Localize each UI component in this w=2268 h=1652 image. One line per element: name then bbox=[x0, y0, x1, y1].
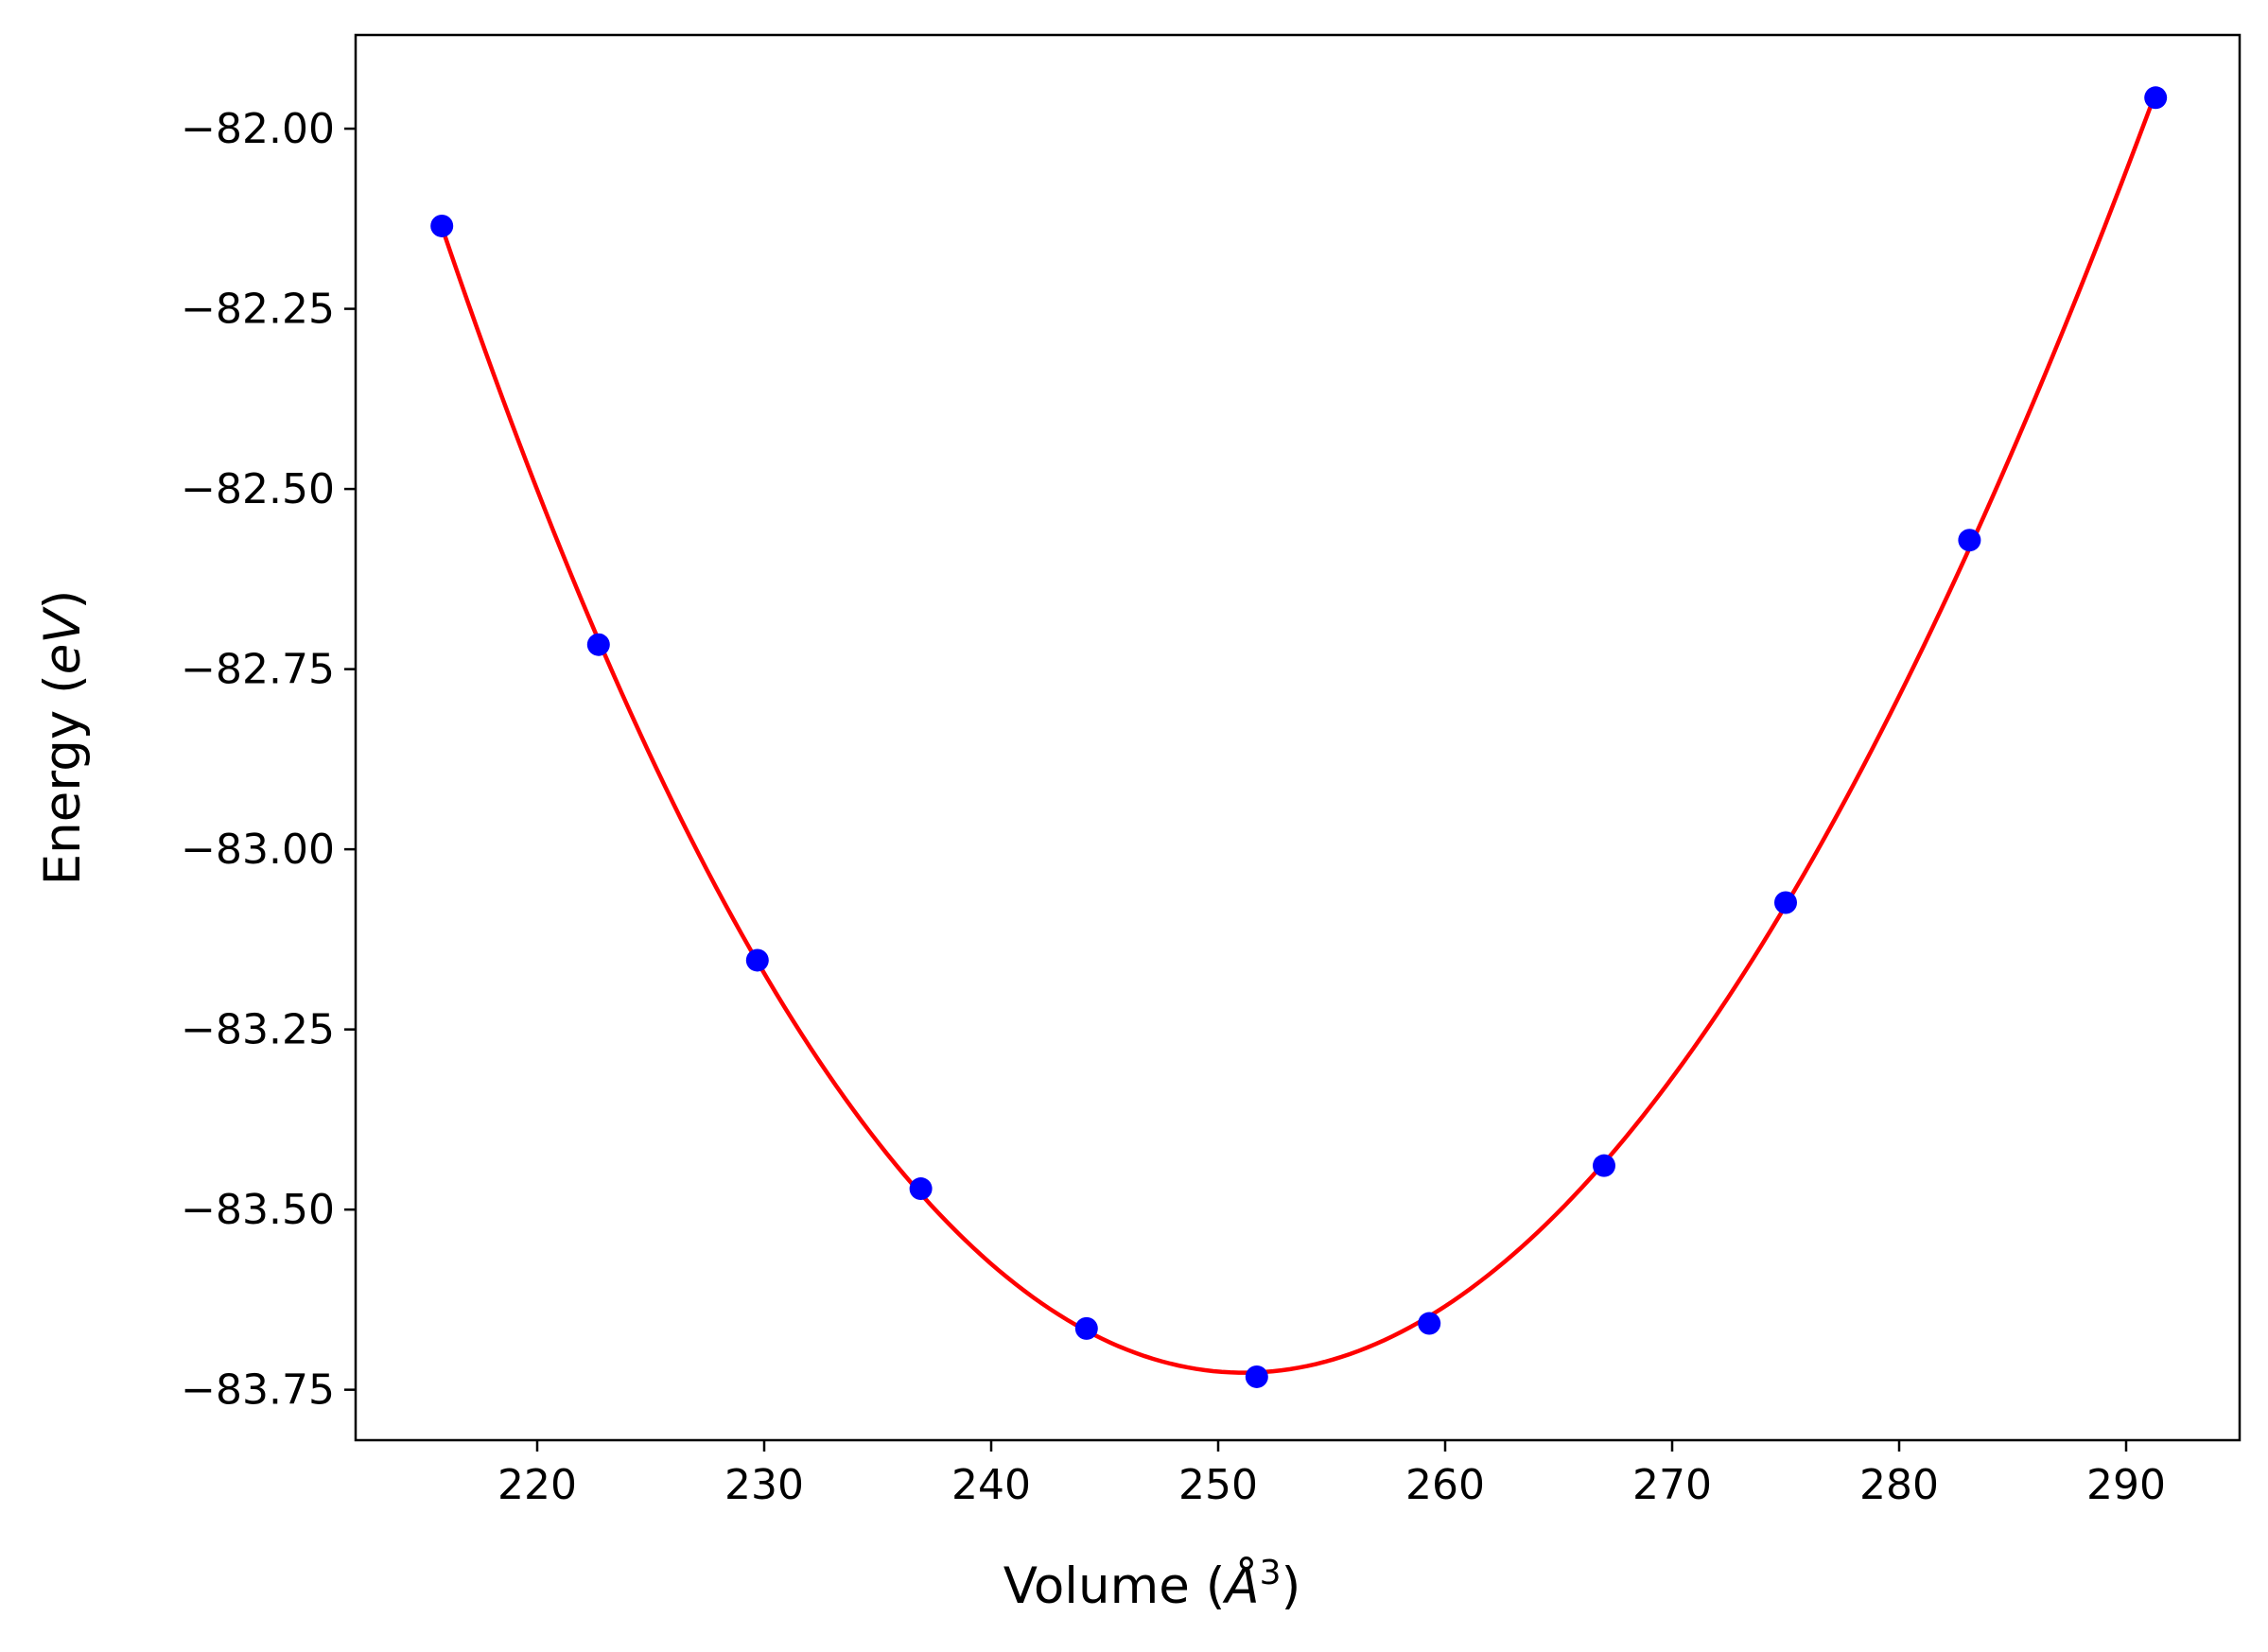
data-point bbox=[430, 214, 454, 237]
x-axis-label: Volume (Å3) bbox=[1003, 1554, 1301, 1615]
data-points-layer bbox=[430, 86, 2168, 1388]
x-axis: 220 230 240 250 260 270 280 290 bbox=[497, 1440, 2166, 1509]
plot-frame bbox=[354, 33, 2242, 1442]
data-point bbox=[745, 948, 769, 972]
data-point bbox=[1593, 1154, 1615, 1177]
fit-curve bbox=[440, 92, 2158, 1375]
y-axis-label: Energy (eV) bbox=[34, 590, 92, 886]
y-tick-label: −82.50 bbox=[181, 465, 335, 513]
data-point bbox=[1958, 529, 1981, 552]
data-point bbox=[1774, 891, 1797, 914]
x-tick-label: 260 bbox=[1405, 1461, 1485, 1509]
x-tick-label: 230 bbox=[724, 1461, 804, 1509]
data-point bbox=[1418, 1312, 1441, 1335]
y-tick-label: −83.75 bbox=[181, 1366, 335, 1415]
data-point bbox=[1074, 1316, 1098, 1340]
y-tick-label: −83.00 bbox=[181, 826, 335, 874]
fit-curve-layer bbox=[440, 92, 2158, 1375]
x-tick-label: 280 bbox=[1859, 1461, 1939, 1509]
data-point bbox=[2144, 86, 2168, 110]
x-axis-label-close: ) bbox=[1282, 1557, 1301, 1615]
x-tick-label: 290 bbox=[2086, 1461, 2166, 1509]
data-point bbox=[1245, 1365, 1268, 1388]
x-tick-label: 220 bbox=[497, 1461, 577, 1509]
y-tick-label: −82.00 bbox=[181, 105, 335, 153]
y-tick-label: −82.25 bbox=[181, 286, 335, 334]
y-axis: −82.00 −82.25 −82.50 −82.75 −83.00 −83.25 −83.… bbox=[181, 105, 356, 1415]
y-axis-label-text: Energy ( bbox=[34, 674, 92, 885]
y-tick-label: −83.25 bbox=[181, 1006, 335, 1054]
x-axis-label-unit: Å bbox=[1222, 1555, 1259, 1615]
y-axis-label-close: ) bbox=[34, 590, 92, 610]
y-tick-label: −83.50 bbox=[181, 1186, 335, 1234]
x-axis-label-text: Volume ( bbox=[1003, 1557, 1226, 1615]
data-point bbox=[909, 1177, 933, 1201]
data-point bbox=[586, 633, 610, 656]
x-tick-label: 240 bbox=[951, 1461, 1031, 1509]
x-tick-label: 270 bbox=[1632, 1461, 1712, 1509]
x-axis-label-exponent: 3 bbox=[1260, 1554, 1282, 1592]
x-tick-label: 250 bbox=[1178, 1461, 1258, 1509]
y-axis-label-unit: eV bbox=[34, 606, 92, 675]
y-tick-label: −82.75 bbox=[181, 646, 335, 694]
